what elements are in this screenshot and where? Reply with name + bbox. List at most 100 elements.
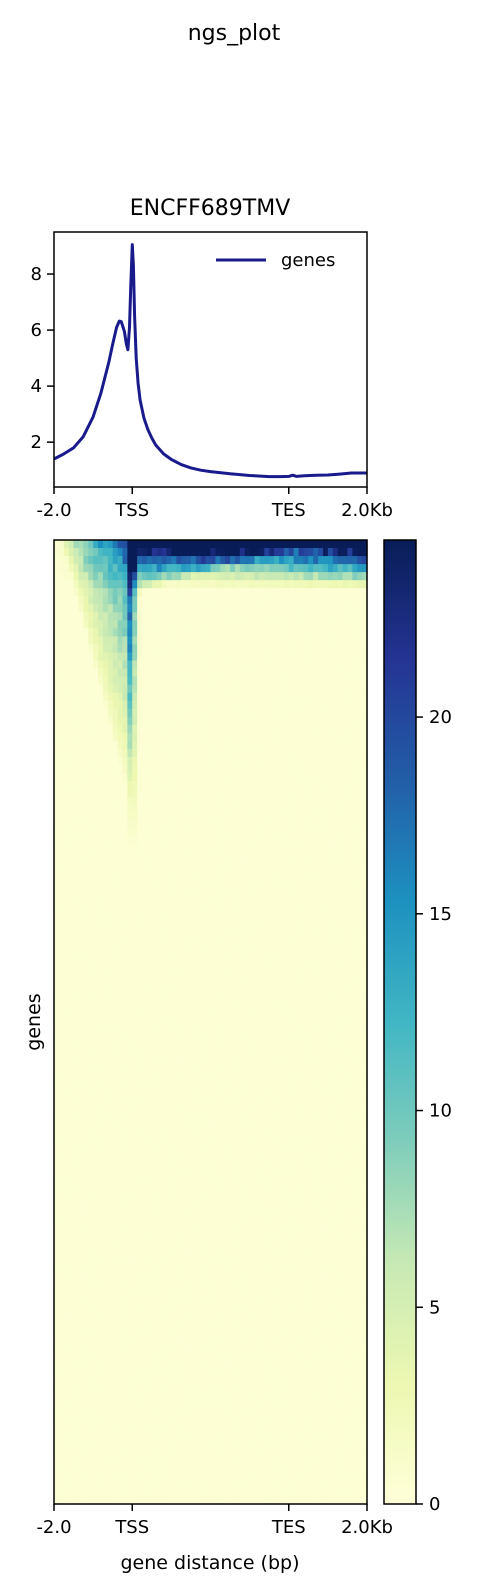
heatmap-cell (230, 965, 236, 975)
heatmap-cell (200, 829, 207, 838)
heatmap-cell (195, 917, 202, 927)
heatmap-cell (171, 1102, 177, 1111)
heatmap-cell (318, 933, 324, 943)
heatmap-cell (63, 644, 70, 654)
heatmap-cell (210, 1062, 216, 1071)
heatmap-cell (362, 732, 368, 742)
heatmap-cell (176, 564, 182, 573)
heatmap-cell (171, 580, 177, 589)
heatmap-cell (352, 740, 358, 750)
heatmap-cell (254, 684, 261, 694)
heatmap-cell (313, 789, 319, 798)
heatmap-cell (308, 973, 314, 983)
heatmap-cell (107, 604, 114, 613)
heatmap-cell (362, 901, 368, 911)
heatmap-cell (112, 756, 119, 766)
heatmap-cell (122, 949, 128, 959)
heatmap-cell (132, 628, 138, 637)
heatmap-cell (357, 572, 363, 581)
heatmap-cell (274, 580, 280, 589)
heatmap-cell (171, 917, 177, 927)
heatmap-cell (88, 540, 94, 549)
heatmap-cell (362, 941, 368, 951)
heatmap-cell (166, 957, 172, 967)
heatmap-cell (274, 917, 280, 927)
heatmap-cell (58, 596, 65, 605)
heatmap-cell (244, 901, 251, 911)
heatmap-cell (73, 596, 80, 605)
heatmap-cell (332, 652, 339, 662)
heatmap-cell (137, 676, 143, 686)
heatmap-cell (264, 973, 270, 983)
heatmap-cell (171, 981, 177, 991)
heatmap-cell (357, 813, 363, 822)
heatmap-cell (249, 1013, 256, 1023)
heatmap-cell (347, 596, 353, 605)
heatmap-cell (269, 668, 275, 678)
heatmap-cell (151, 1022, 158, 1031)
heatmap-cell (146, 1118, 153, 1128)
heatmap-cell (215, 644, 221, 654)
heatmap-cell (308, 997, 314, 1007)
heatmap-cell (200, 724, 207, 734)
heatmap-cell (298, 556, 305, 565)
heatmap-cell (78, 957, 84, 967)
heatmap-cell (283, 572, 290, 581)
heatmap-cell (259, 1126, 265, 1136)
heatmap-cell (362, 700, 368, 710)
heatmap-cell (269, 805, 275, 814)
heatmap-cell (269, 676, 275, 686)
heatmap-cell (357, 1126, 363, 1136)
heatmap-cell (68, 604, 75, 613)
heatmap-cell (347, 973, 353, 983)
heatmap-cell (313, 644, 319, 654)
heatmap-cell (234, 628, 241, 637)
heatmap-cell (210, 949, 216, 959)
heatmap-cell (215, 1142, 221, 1152)
heatmap-cell (234, 540, 241, 549)
heatmap-cell (78, 821, 84, 830)
heatmap-cell (54, 1126, 60, 1136)
heatmap-cell (58, 1142, 65, 1152)
heatmap-cell (176, 989, 182, 999)
heatmap-cell (215, 1102, 221, 1111)
heatmap-cell (107, 781, 114, 790)
heatmap-cell (58, 781, 65, 790)
heatmap-cell (264, 885, 270, 895)
heatmap-cell (200, 1158, 207, 1168)
heatmap-cell (234, 997, 241, 1007)
heatmap-cell (171, 636, 177, 646)
heatmap-cell (318, 789, 324, 798)
heatmap-cell (73, 1126, 80, 1136)
heatmap-cell (254, 1134, 261, 1144)
heatmap-cell (352, 813, 358, 822)
heatmap-cell (332, 1102, 339, 1111)
heatmap-cell (107, 612, 114, 621)
heatmap-cell (176, 901, 182, 911)
heatmap-cell (190, 965, 197, 975)
heatmap-cell (313, 772, 319, 782)
heatmap-cell (298, 596, 305, 605)
heatmap-cell (190, 1150, 197, 1160)
heatmap-cell (303, 1094, 309, 1103)
heatmap-cell (93, 917, 99, 927)
heatmap-cell (171, 957, 177, 967)
heatmap-cell (166, 845, 172, 854)
heatmap-cell (73, 925, 80, 935)
heatmap-cell (210, 668, 216, 678)
heatmap-cell (102, 748, 109, 758)
heatmap-cell (357, 901, 363, 911)
heatmap-cell (259, 909, 265, 919)
heatmap-cell (220, 1118, 226, 1128)
heatmap-cell (357, 781, 363, 790)
heatmap-cell (234, 756, 241, 766)
heatmap-cell (117, 1078, 124, 1087)
heatmap-cell (249, 1005, 256, 1015)
heatmap-cell (269, 1094, 275, 1103)
heatmap-cell (298, 829, 305, 838)
heatmap-cell (303, 564, 309, 573)
heatmap-cell (234, 989, 241, 999)
heatmap-cell (137, 1158, 143, 1168)
heatmap-cell (249, 861, 256, 870)
heatmap-cell (234, 925, 241, 935)
